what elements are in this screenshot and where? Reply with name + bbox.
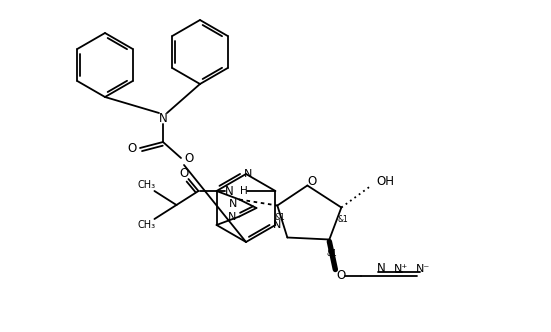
Text: O: O — [307, 175, 317, 188]
Text: &1: &1 — [327, 249, 338, 258]
Text: CH₃: CH₃ — [137, 220, 155, 230]
Text: CH₃: CH₃ — [137, 180, 155, 190]
Text: O: O — [337, 269, 346, 282]
Text: N: N — [273, 220, 282, 230]
Text: N⁺: N⁺ — [394, 264, 408, 274]
Text: N: N — [225, 185, 234, 198]
Text: &1: &1 — [275, 213, 286, 222]
Text: N⁻: N⁻ — [416, 264, 430, 274]
Text: H: H — [240, 186, 248, 196]
Text: N: N — [377, 262, 386, 275]
Text: O: O — [127, 141, 137, 154]
Text: O: O — [180, 167, 189, 180]
Text: N: N — [229, 199, 237, 208]
Text: OH: OH — [376, 175, 395, 188]
Text: O: O — [185, 151, 193, 164]
Text: N: N — [244, 169, 252, 179]
Text: &1: &1 — [338, 215, 349, 224]
Text: N: N — [228, 211, 236, 221]
Text: N: N — [159, 112, 168, 124]
